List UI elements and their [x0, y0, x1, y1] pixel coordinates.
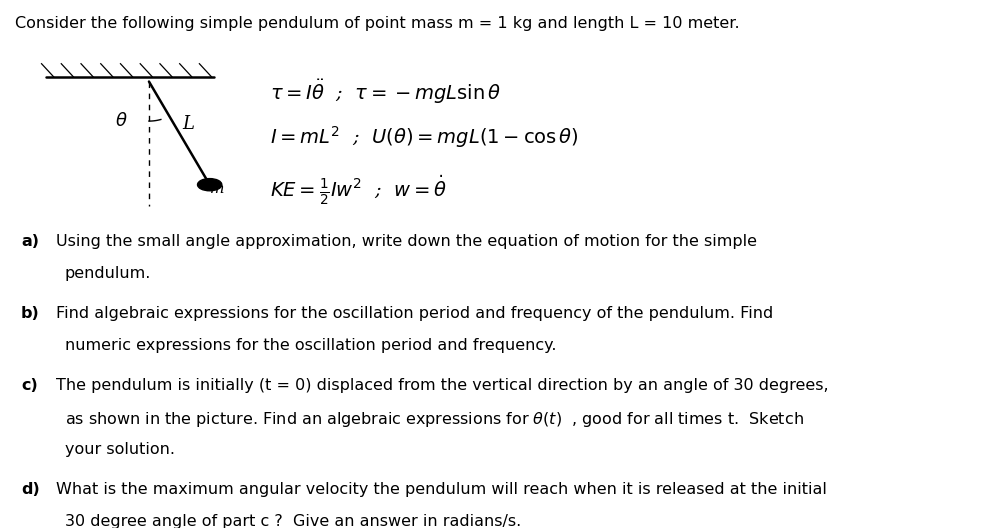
- Text: L: L: [182, 115, 194, 133]
- Text: Find algebraic expressions for the oscillation period and frequency of the pendu: Find algebraic expressions for the oscil…: [55, 306, 773, 321]
- Text: 30 degree angle of part c ?  Give an answer in radians/s.: 30 degree angle of part c ? Give an answ…: [65, 514, 521, 528]
- Text: $\theta$: $\theta$: [115, 112, 128, 130]
- Text: b): b): [21, 306, 40, 321]
- Text: a): a): [21, 234, 39, 249]
- Text: The pendulum is initially (t = 0) displaced from the vertical direction by an an: The pendulum is initially (t = 0) displa…: [55, 379, 829, 393]
- Circle shape: [198, 178, 222, 191]
- Text: numeric expressions for the oscillation period and frequency.: numeric expressions for the oscillation …: [65, 338, 556, 353]
- Text: $I = mL^2$  ;  $U(\theta) = mgL(1-\cos\theta)$: $I = mL^2$ ; $U(\theta) = mgL(1-\cos\the…: [270, 124, 579, 149]
- Text: Using the small angle approximation, write down the equation of motion for the s: Using the small angle approximation, wri…: [55, 234, 756, 249]
- Text: $KE = \frac{1}{2}Iw^2$  ;  $w = \dot{\theta}$: $KE = \frac{1}{2}Iw^2$ ; $w = \dot{\thet…: [270, 174, 447, 207]
- Text: d): d): [21, 483, 40, 497]
- Text: $\tau = I\ddot{\theta}$  ;  $\tau = -mgL\sin\theta$: $\tau = I\ddot{\theta}$ ; $\tau = -mgL\s…: [270, 77, 502, 106]
- Text: m: m: [210, 182, 225, 196]
- Text: Consider the following simple pendulum of point mass m = 1 kg and length L = 10 : Consider the following simple pendulum o…: [16, 16, 740, 31]
- Text: as shown in the picture. Find an algebraic expressions for $\theta(t)$  , good f: as shown in the picture. Find an algebra…: [65, 410, 804, 429]
- Text: What is the maximum angular velocity the pendulum will reach when it is released: What is the maximum angular velocity the…: [55, 483, 827, 497]
- Text: c): c): [21, 379, 38, 393]
- Text: pendulum.: pendulum.: [65, 266, 151, 281]
- Text: your solution.: your solution.: [65, 442, 175, 457]
